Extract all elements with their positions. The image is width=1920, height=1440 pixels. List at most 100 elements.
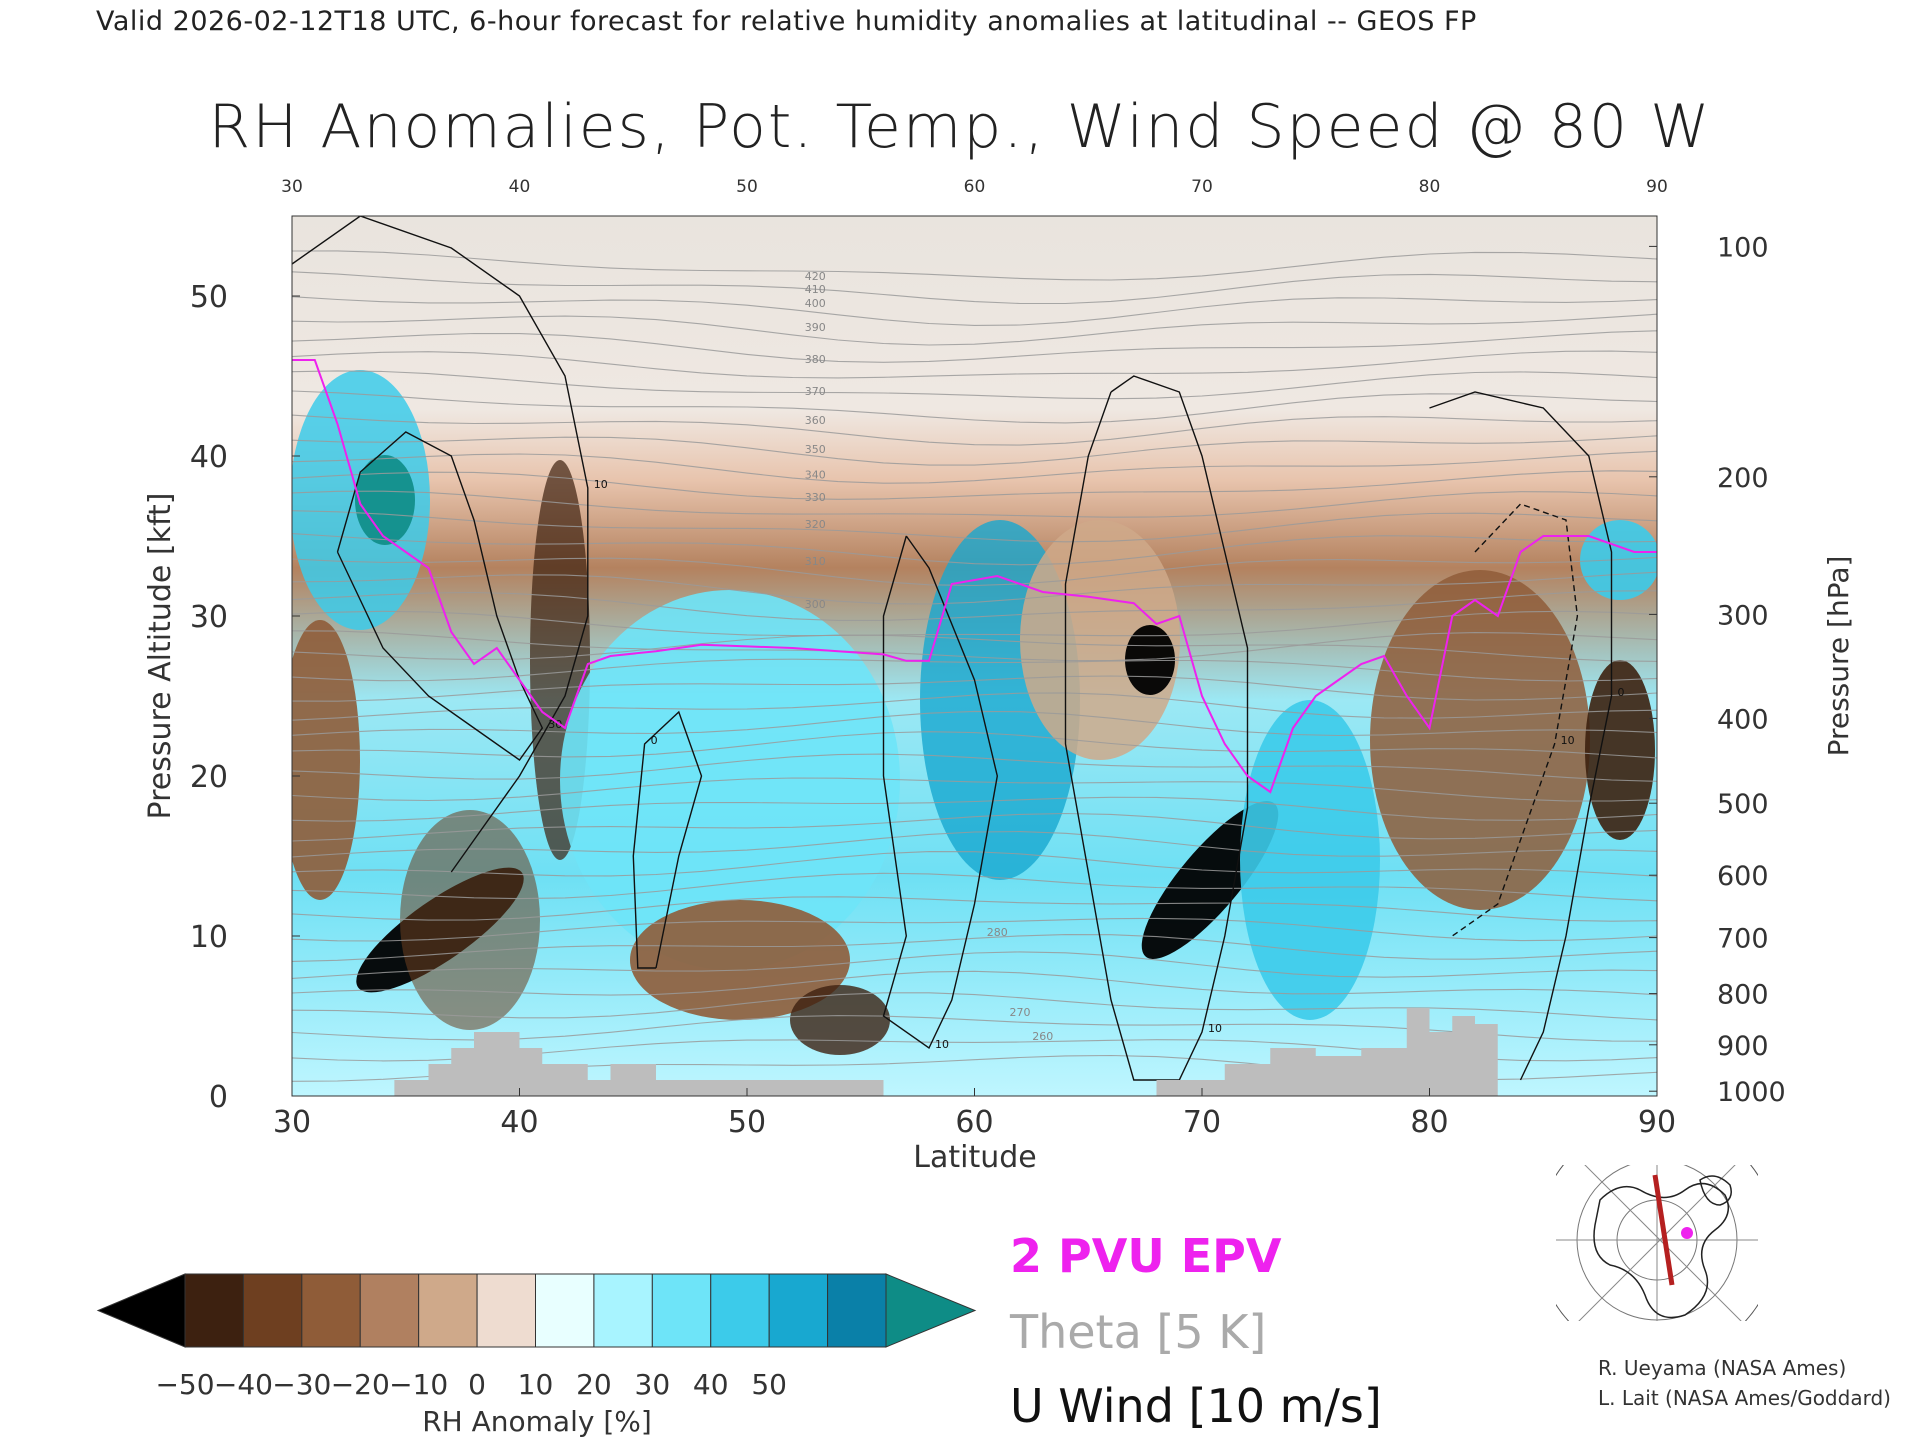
y-tick-label: 20 — [190, 760, 228, 795]
pressure-tick-label: 600 — [1717, 861, 1769, 892]
u-wind-contour — [292, 216, 589, 873]
theta-line — [292, 590, 1657, 621]
theta-line — [292, 271, 1657, 305]
x-axis-top: 30 40 50 60 70 80 90 — [281, 177, 1668, 197]
pressure-tick-label: 1000 — [1717, 1077, 1786, 1108]
pressure-tick-label: 500 — [1717, 789, 1769, 820]
theta-line — [292, 490, 1657, 518]
cross-section-line — [1652, 1174, 1675, 1286]
credit-lait: L. Lait (NASA Ames/Goddard) — [1598, 1386, 1891, 1410]
theta-line — [292, 450, 1657, 484]
x-tick-label: 50 — [728, 1105, 766, 1140]
theta-contours — [292, 250, 1657, 1082]
colorbar-low-arrow — [96, 1273, 186, 1348]
colorbar-box — [535, 1273, 595, 1348]
u-wind-contour — [336, 431, 544, 761]
colorbar-tick-label: −20 — [331, 1368, 390, 1401]
theta-line — [292, 313, 1657, 346]
chart-title: RH Anomalies, Pot. Temp., Wind Speed @ 8… — [208, 92, 1712, 162]
theta-line — [292, 692, 1657, 721]
theta-line — [292, 556, 1657, 587]
u-wind-contours: 30 10 10 10 0 10 0 — [292, 216, 1625, 1081]
theta-line — [292, 250, 1657, 281]
theta-label: 310 — [805, 555, 826, 568]
colorbar-box — [242, 1273, 303, 1348]
u-wind-contour — [1451, 503, 1579, 937]
u-wind-contour — [632, 710, 703, 969]
theta-line — [292, 934, 1657, 962]
theta-line — [292, 571, 1657, 605]
colorbar-tick-label: −50 — [155, 1368, 214, 1401]
theta-line — [292, 753, 1657, 782]
theta-line — [292, 414, 1657, 446]
theta-label: 350 — [805, 443, 826, 456]
location-marker — [1681, 1227, 1693, 1239]
pv2-boundary-group — [292, 359, 1657, 794]
colorbar-box — [184, 1273, 244, 1348]
y2-axis-label: Pressure [hPa] — [1822, 556, 1855, 757]
colorbar-tick-label: 0 — [468, 1368, 486, 1401]
theta-line — [292, 710, 1657, 737]
theta-label: 330 — [805, 491, 826, 504]
y-axis-right-pressure: 100 200 300 400 500 600 700 800 900 1000 — [1649, 232, 1786, 1108]
pressure-tick-label: 200 — [1717, 463, 1769, 494]
y-tick-label: 0 — [209, 1080, 228, 1115]
theta-line — [292, 777, 1657, 802]
theta-line — [292, 917, 1657, 942]
colorbar-tick-label: 30 — [635, 1368, 671, 1401]
colorbar-box — [301, 1273, 361, 1348]
y-tick-label: 40 — [190, 440, 228, 475]
u-wind-label: 0 — [651, 734, 658, 747]
theta-line — [292, 658, 1657, 682]
terrain — [394, 1008, 1498, 1096]
colorbar-tick-label: −40 — [214, 1368, 273, 1401]
theta-line — [292, 610, 1657, 637]
y-tick-label: 10 — [190, 920, 228, 955]
colorbar-tick-labels: −50 −40 −30 −20 −10 0 10 20 30 40 50 — [155, 1368, 787, 1401]
legend-u-wind: U Wind [10 m/s] — [1010, 1379, 1382, 1433]
pressure-tick-label: 900 — [1717, 1031, 1769, 1062]
legend-epv: 2 PVU EPV — [1010, 1229, 1282, 1283]
theta-line — [292, 350, 1657, 379]
theta-line — [292, 370, 1657, 400]
colorbar-tick-label: −10 — [389, 1368, 448, 1401]
y-tick-label: 50 — [190, 280, 228, 315]
colorbar-box — [593, 1273, 653, 1348]
u-wind-contour — [1429, 391, 1613, 1081]
x-top-tick-label: 90 — [1646, 177, 1668, 197]
x-top-tick-label: 80 — [1419, 177, 1441, 197]
y-axis-label: Pressure Altitude [kft] — [143, 493, 178, 820]
colorbar-label: RH Anomaly [%] — [422, 1405, 652, 1438]
colorbar-tick-label: 40 — [693, 1368, 729, 1401]
theta-label: 420 — [805, 270, 826, 283]
theta-line — [292, 630, 1657, 662]
theta-line — [292, 992, 1657, 1021]
theta-label: 370 — [805, 385, 826, 398]
theta-line — [292, 970, 1657, 996]
theta-label: 380 — [805, 353, 826, 366]
x-axis-label: Latitude — [913, 1140, 1036, 1175]
theta-line — [292, 951, 1657, 979]
terrain-group — [394, 1008, 1498, 1096]
pv2-boundary — [292, 359, 1657, 794]
theta-label: 410 — [805, 283, 826, 296]
locator-map — [1556, 1165, 1758, 1321]
x-tick-label: 90 — [1638, 1105, 1676, 1140]
x-top-tick-label: 40 — [509, 177, 531, 197]
x-tick-label: 30 — [273, 1105, 311, 1140]
theta-label: 390 — [805, 321, 826, 334]
rh-anomaly-patches — [292, 370, 1657, 1055]
theta-line — [292, 851, 1657, 877]
theta-line — [292, 330, 1657, 363]
x-tick-label: 80 — [1410, 1105, 1448, 1140]
credit-ueyama: R. Ueyama (NASA Ames) — [1598, 1356, 1847, 1380]
x-axis-bottom: 30 40 50 60 70 80 90 — [273, 1088, 1676, 1140]
theta-line — [292, 470, 1657, 500]
colorbar-box — [827, 1273, 887, 1348]
theta-label: 340 — [805, 468, 826, 481]
colorbar-high-arrow — [885, 1273, 977, 1348]
x-top-tick-label: 30 — [281, 177, 303, 197]
pressure-tick-label: 400 — [1717, 704, 1769, 735]
x-tick-label: 70 — [1183, 1105, 1221, 1140]
